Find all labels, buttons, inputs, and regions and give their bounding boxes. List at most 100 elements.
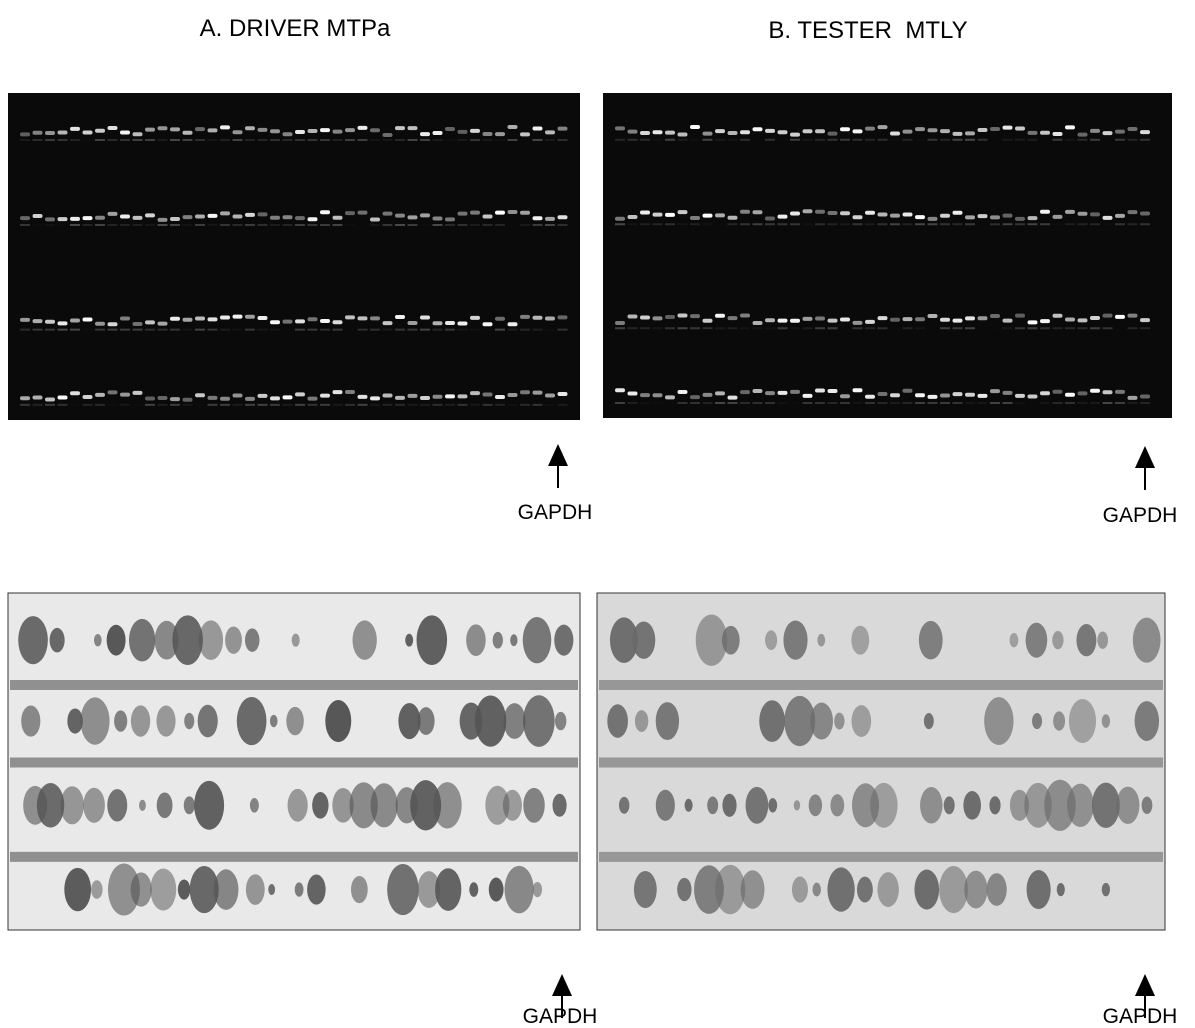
texture xyxy=(407,215,418,220)
texture xyxy=(727,327,738,330)
texture xyxy=(915,138,925,141)
texture xyxy=(965,223,975,226)
texture xyxy=(157,395,168,400)
texture xyxy=(183,796,195,815)
texture xyxy=(417,871,441,908)
texture xyxy=(45,319,55,324)
texture xyxy=(677,223,688,226)
texture xyxy=(1027,216,1038,221)
texture xyxy=(802,138,813,141)
texture xyxy=(495,394,505,399)
texture xyxy=(715,313,725,318)
texture xyxy=(990,127,1000,132)
texture xyxy=(58,224,68,226)
texture xyxy=(914,869,940,910)
texture xyxy=(1040,130,1050,135)
texture xyxy=(432,328,443,331)
texture xyxy=(640,402,650,404)
texture xyxy=(634,710,649,732)
texture xyxy=(690,314,700,319)
texture xyxy=(207,128,218,133)
texture xyxy=(1052,402,1063,404)
texture xyxy=(70,318,80,323)
texture xyxy=(877,316,888,321)
texture xyxy=(851,625,870,655)
texture xyxy=(295,223,305,226)
texture xyxy=(740,130,750,135)
texture xyxy=(57,328,68,331)
texture xyxy=(520,403,530,406)
marker-label: GAPDH xyxy=(523,1005,598,1028)
texture xyxy=(82,130,93,135)
texture xyxy=(1140,394,1150,399)
texture xyxy=(1091,782,1120,828)
texture xyxy=(633,871,657,909)
texture xyxy=(482,132,493,137)
texture xyxy=(470,391,480,396)
texture xyxy=(194,780,225,830)
texture xyxy=(522,617,552,664)
texture xyxy=(727,215,738,220)
texture xyxy=(852,327,863,330)
texture xyxy=(609,617,638,663)
texture xyxy=(640,315,650,320)
texture xyxy=(70,138,80,141)
texture xyxy=(902,138,913,141)
texture xyxy=(307,403,318,406)
texture xyxy=(225,626,242,654)
texture xyxy=(977,393,988,398)
texture xyxy=(213,869,239,910)
texture xyxy=(765,630,778,650)
texture xyxy=(690,138,700,141)
texture xyxy=(640,393,650,398)
texture xyxy=(332,129,343,134)
texture xyxy=(927,394,938,399)
texture xyxy=(940,327,950,330)
texture xyxy=(827,318,838,323)
texture xyxy=(93,633,102,647)
texture xyxy=(457,394,468,399)
texture xyxy=(740,223,750,226)
texture xyxy=(145,213,155,218)
texture xyxy=(1015,327,1025,330)
texture xyxy=(207,223,218,226)
texture xyxy=(627,314,638,319)
texture xyxy=(220,328,230,331)
texture xyxy=(990,215,1000,220)
texture xyxy=(865,138,875,141)
texture xyxy=(82,328,93,331)
texture xyxy=(765,391,775,396)
texture xyxy=(120,138,130,141)
texture xyxy=(332,138,343,141)
texture xyxy=(257,393,268,398)
texture xyxy=(902,327,913,330)
texture xyxy=(877,872,899,907)
texture xyxy=(865,319,875,324)
texture xyxy=(470,210,480,215)
texture xyxy=(10,851,578,862)
texture xyxy=(557,315,568,320)
texture xyxy=(485,785,510,825)
texture xyxy=(332,320,343,325)
texture xyxy=(350,875,368,904)
texture xyxy=(727,402,738,404)
texture xyxy=(307,317,318,322)
texture xyxy=(207,395,218,400)
texture xyxy=(702,131,713,136)
texture xyxy=(965,131,975,136)
texture xyxy=(20,132,30,137)
texture xyxy=(1140,402,1150,404)
texture xyxy=(457,403,468,406)
texture xyxy=(82,403,93,406)
texture xyxy=(433,782,462,829)
texture xyxy=(856,876,873,903)
texture xyxy=(320,210,330,215)
texture xyxy=(220,315,230,320)
texture xyxy=(615,388,625,393)
texture xyxy=(1002,390,1013,395)
texture xyxy=(1002,402,1013,404)
texture xyxy=(790,138,800,141)
texture xyxy=(182,223,193,226)
texture xyxy=(1077,132,1088,137)
